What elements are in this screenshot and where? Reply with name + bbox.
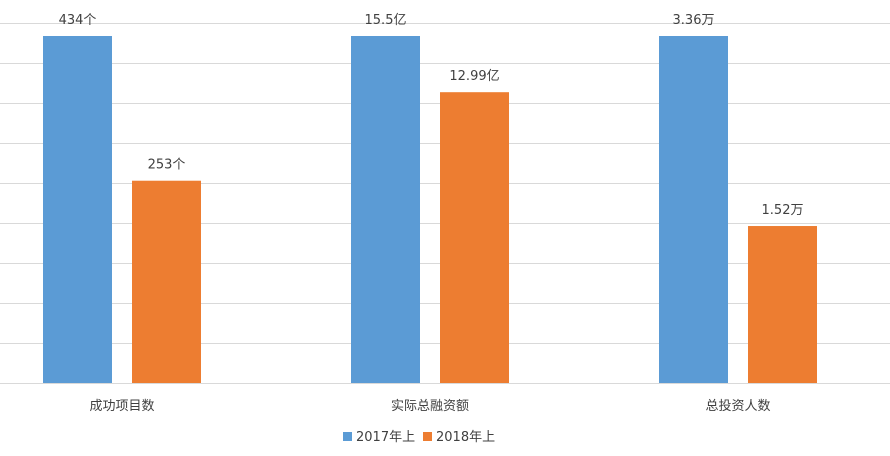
- legend-label: 2017年上: [356, 430, 415, 445]
- data-label: 434个: [59, 13, 97, 28]
- bar-series2-0: [132, 180, 201, 383]
- data-labels: 434个 253个 15.5亿 12.99亿 3.36万 1.52万: [59, 13, 804, 218]
- data-label: 15.5亿: [365, 13, 407, 28]
- data-label: 12.99亿: [449, 69, 499, 84]
- bar-series1-1: [351, 36, 420, 383]
- legend-swatch: [343, 432, 352, 441]
- legend-label: 2018年上: [436, 430, 495, 445]
- data-label: 253个: [148, 158, 186, 173]
- category-label: 实际总融资额: [391, 399, 469, 414]
- data-label: 1.52万: [762, 203, 804, 218]
- category-labels: 成功项目数 实际总融资额 总投资人数: [89, 398, 770, 414]
- bar-series1-0: [43, 36, 112, 383]
- bar-series2-2: [748, 226, 817, 383]
- bar-series2-1: [440, 92, 509, 383]
- data-label: 3.36万: [673, 13, 715, 28]
- legend: 2017年上 2018年上: [343, 430, 495, 445]
- category-label: 成功项目数: [89, 399, 154, 414]
- bars: [43, 36, 817, 383]
- legend-swatch: [423, 432, 432, 441]
- category-label: 总投资人数: [705, 398, 770, 414]
- bar-series1-2: [659, 36, 728, 383]
